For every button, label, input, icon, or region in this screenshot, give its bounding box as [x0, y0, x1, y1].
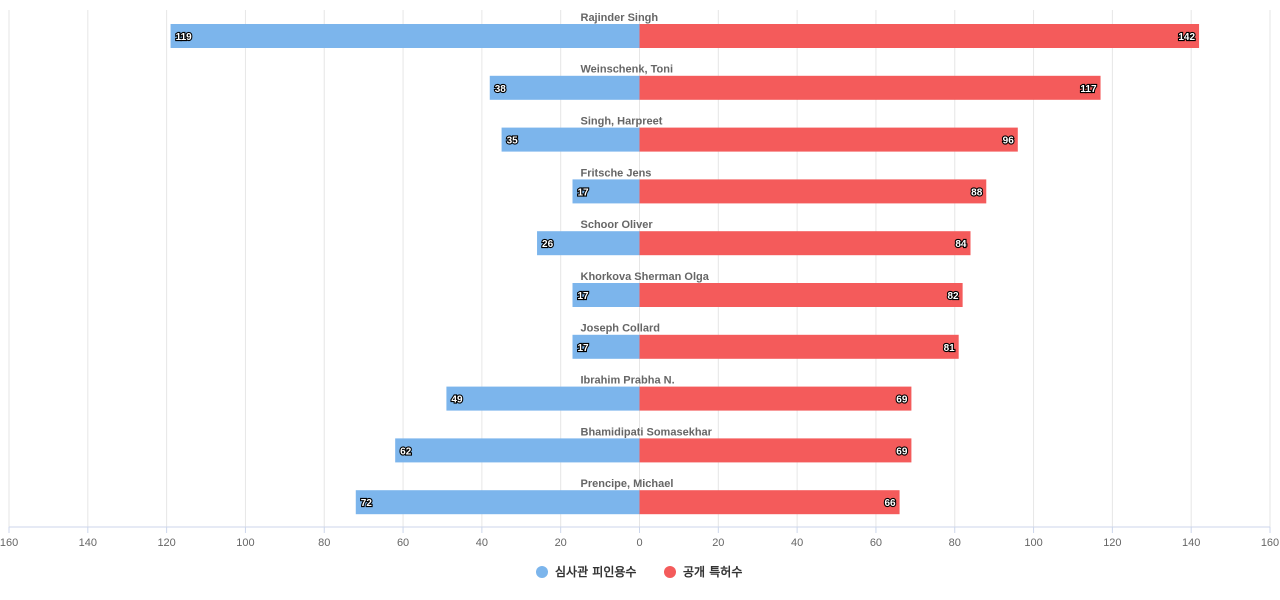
data-label-left: 17 — [578, 343, 590, 354]
bar-left[interactable] — [489, 75, 640, 100]
data-label-left: 119 — [176, 32, 193, 43]
bar-right[interactable] — [639, 334, 959, 359]
tick-label: 100 — [1024, 537, 1042, 549]
bar-left[interactable] — [537, 231, 640, 256]
category-label: Khorkova Sherman Olga — [581, 271, 710, 283]
category-label: Weinschenk, Toni — [581, 64, 674, 76]
tick-label: 80 — [949, 537, 961, 549]
data-label-right: 81 — [944, 343, 956, 354]
tick-label: 40 — [476, 537, 488, 549]
data-label-right: 69 — [896, 446, 908, 457]
data-label-right: 66 — [884, 498, 896, 509]
tick-label: 0 — [636, 537, 642, 549]
data-label-right: 84 — [955, 239, 967, 250]
data-label-left: 49 — [451, 395, 463, 406]
tick-label: 20 — [712, 537, 724, 549]
tick-label: 160 — [0, 537, 18, 549]
category-label: Singh, Harpreet — [581, 116, 663, 128]
data-label-right: 69 — [896, 395, 908, 406]
tick-label: 160 — [1261, 537, 1279, 549]
bar-left[interactable] — [395, 438, 640, 463]
data-label-left: 26 — [542, 239, 554, 250]
tick-label: 120 — [157, 537, 175, 549]
bar-right[interactable] — [639, 24, 1200, 48]
bar-right[interactable] — [639, 386, 912, 411]
data-label-left: 72 — [361, 498, 373, 509]
category-label: Prencipe, Michael — [581, 478, 674, 490]
category-label: Fritsche Jens — [581, 167, 652, 179]
category-label: Rajinder Singh — [581, 12, 659, 24]
bar-left[interactable] — [446, 386, 640, 411]
x-axis: 160 140 120 100 80 60 40 20 0 20 40 60 80 100 120 140 16… — [0, 526, 1279, 549]
bar-right[interactable] — [639, 75, 1101, 100]
bar-left[interactable] — [572, 179, 640, 204]
bar-right[interactable] — [639, 490, 900, 515]
data-label-right: 117 — [1080, 84, 1097, 95]
legend-marker — [664, 566, 676, 578]
tick-label: 120 — [1103, 537, 1121, 549]
legend-label: 심사관 피인용수 — [555, 564, 636, 579]
data-label-right: 96 — [1003, 136, 1015, 147]
tick-label: 20 — [555, 537, 567, 549]
tick-label: 60 — [870, 537, 882, 549]
tick-label: 60 — [397, 537, 409, 549]
category-label: Ibrahim Prabha N. — [581, 375, 675, 387]
category-label: Joseph Collard — [581, 323, 660, 335]
legend[interactable]: 심사관 피인용수 공개 특허수 — [536, 564, 742, 579]
bar-left[interactable] — [572, 283, 640, 307]
bar-right[interactable] — [639, 127, 1018, 152]
data-label-left: 17 — [578, 291, 590, 302]
legend-marker — [536, 566, 548, 578]
bar-right[interactable] — [639, 283, 963, 307]
data-label-left: 17 — [578, 187, 590, 198]
tick-label: 100 — [236, 537, 254, 549]
category-label: Schoor Oliver — [581, 219, 654, 231]
bar-left[interactable] — [572, 334, 640, 359]
bar-left[interactable] — [501, 127, 640, 152]
data-label-left: 35 — [507, 136, 519, 147]
bar-left[interactable] — [170, 24, 640, 48]
bar-right[interactable] — [639, 179, 987, 204]
bars: Rajinder Singh 119 142 Weinschenk, Toni 38 11… — [170, 12, 1200, 515]
bar-left[interactable] — [355, 490, 640, 515]
tick-label: 140 — [1182, 537, 1200, 549]
category-label: Bhamidipati Somasekhar — [581, 426, 713, 438]
data-label-left: 38 — [495, 84, 507, 95]
legend-item[interactable]: 심사관 피인용수 — [536, 564, 636, 579]
legend-item[interactable]: 공개 특허수 — [664, 564, 742, 579]
bar-right[interactable] — [639, 438, 912, 463]
data-label-left: 62 — [400, 446, 412, 457]
bar-right[interactable] — [639, 231, 971, 256]
data-label-right: 88 — [971, 187, 983, 198]
data-label-right: 82 — [948, 291, 960, 302]
tick-label: 80 — [318, 537, 330, 549]
legend-label: 공개 특허수 — [683, 564, 742, 579]
data-label-right: 142 — [1178, 32, 1195, 43]
tick-label: 140 — [79, 537, 97, 549]
tick-label: 40 — [791, 537, 803, 549]
